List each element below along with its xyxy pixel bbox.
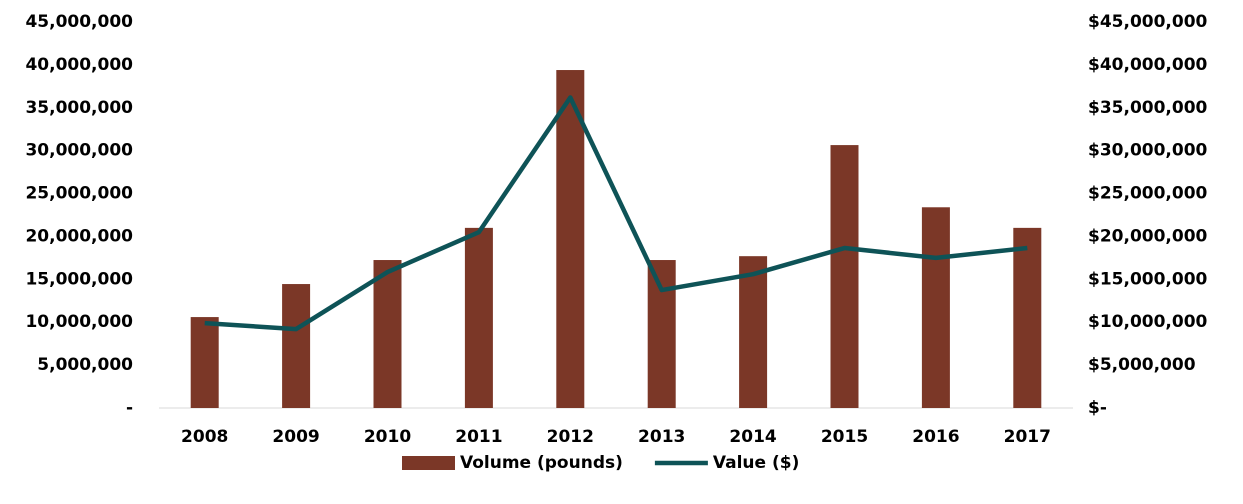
- y-tick-label: 20,000,000: [25, 226, 133, 246]
- bar: [282, 284, 311, 408]
- y-tick-label: 45,000,000: [25, 12, 133, 32]
- bar: [464, 227, 493, 408]
- bar: [556, 70, 585, 408]
- legend-swatch: [402, 456, 455, 470]
- x-tick-label: 2009: [272, 427, 319, 447]
- line: [204, 95, 1028, 332]
- y2-tick-label: $40,000,000: [1088, 55, 1208, 75]
- bar: [373, 260, 402, 408]
- y2-tick-label: $15,000,000: [1088, 269, 1208, 289]
- bar: [830, 145, 859, 408]
- y-tick-label: 30,000,000: [25, 141, 133, 161]
- y-tick-label: 25,000,000: [25, 184, 133, 204]
- x-tick-label: 2017: [1004, 427, 1051, 447]
- x-tick-label: 2011: [455, 427, 502, 447]
- y-tick-label: -: [126, 398, 133, 418]
- y-tick-label: 40,000,000: [25, 55, 133, 75]
- legend-label: Volume (pounds): [460, 453, 623, 473]
- y2-tick-label: $5,000,000: [1088, 355, 1196, 375]
- y2-tick-label: $10,000,000: [1088, 312, 1208, 332]
- y2-tick-label: $20,000,000: [1088, 226, 1208, 246]
- x-tick-label: 2012: [547, 427, 594, 447]
- x-tick-label: 2008: [181, 427, 228, 447]
- x-tick-label: 2015: [821, 427, 868, 447]
- legend-label: Value ($): [713, 453, 799, 473]
- x-tick-label: 2014: [729, 427, 776, 447]
- y2-tick-label: $35,000,000: [1088, 98, 1208, 118]
- y-tick-label: 35,000,000: [25, 98, 133, 118]
- bar: [647, 260, 676, 408]
- y-tick-label: 10,000,000: [25, 312, 133, 332]
- bar: [921, 207, 950, 408]
- x-tick-label: 2010: [364, 427, 411, 447]
- y2-tick-label: $25,000,000: [1088, 184, 1208, 204]
- bar: [739, 256, 768, 408]
- y2-tick-label: $30,000,000: [1088, 141, 1208, 161]
- x-tick-label: 2016: [912, 427, 959, 447]
- y-tick-label: 15,000,000: [25, 269, 133, 289]
- y2-tick-label: $45,000,000: [1088, 12, 1208, 32]
- y-tick-label: 5,000,000: [37, 355, 133, 375]
- y2-tick-label: $-: [1088, 398, 1107, 418]
- bar: [1013, 227, 1042, 408]
- bar: [190, 317, 219, 408]
- x-tick-label: 2013: [638, 427, 685, 447]
